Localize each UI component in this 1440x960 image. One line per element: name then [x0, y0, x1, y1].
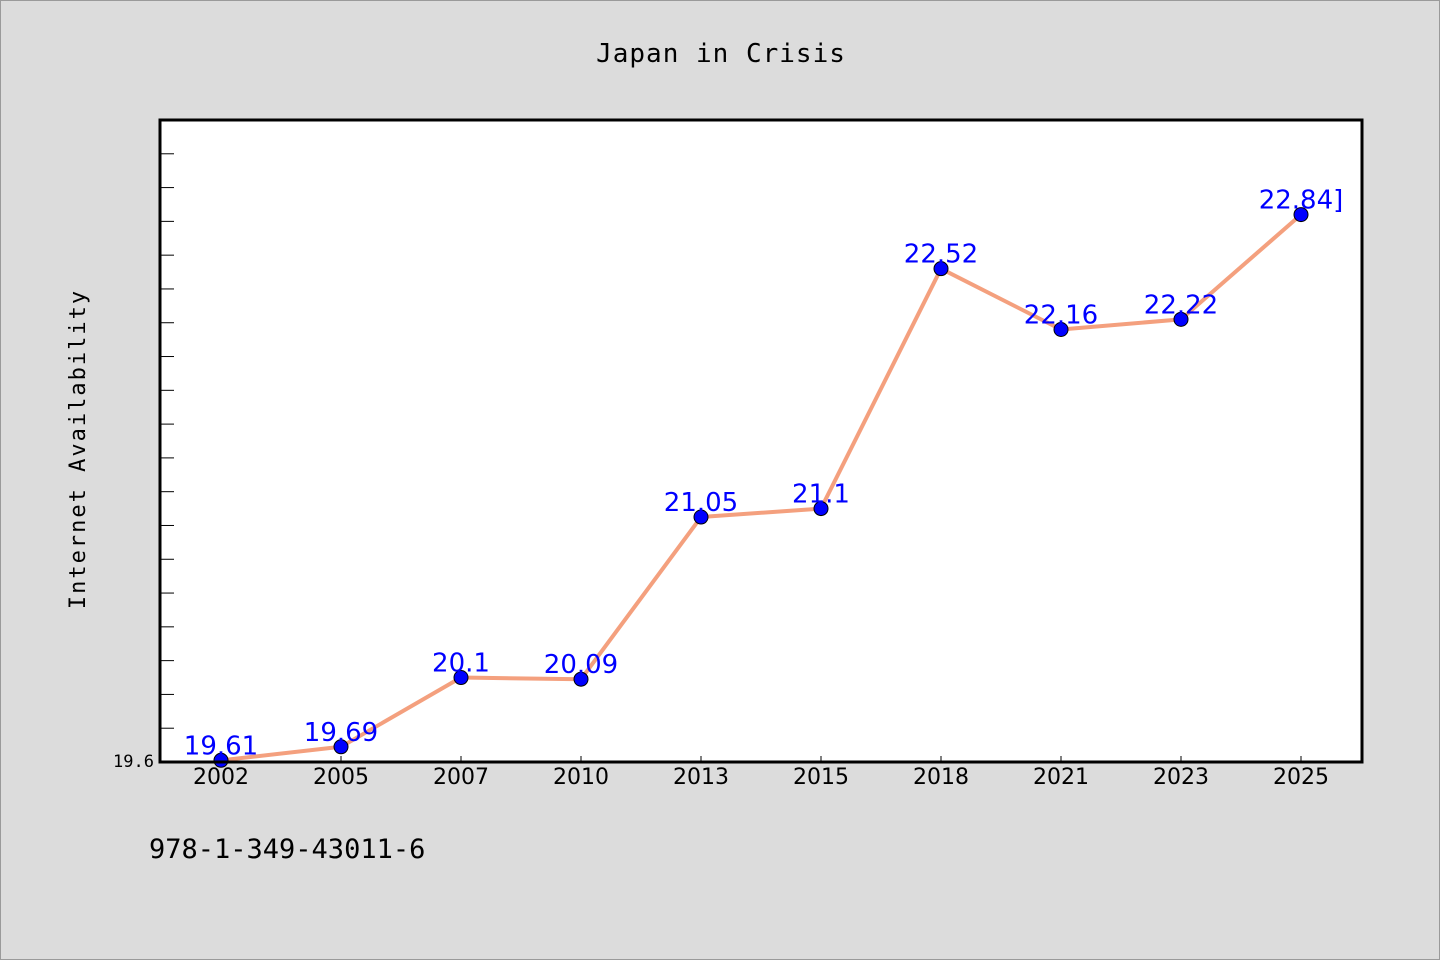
x-tick-label: 2018 — [913, 765, 969, 790]
data-point — [693, 509, 709, 525]
data-labels: 19.61 19.69 20.1 20.09 21.05 21.1 22.52 22.16 22… — [184, 186, 1344, 762]
data-label: 21.05 — [664, 488, 738, 518]
x-tick-label: 2007 — [433, 765, 489, 790]
data-label: 22.16 — [1024, 300, 1098, 330]
y-axis-label: Internet Availability — [66, 289, 91, 609]
data-point — [573, 671, 589, 687]
data-point — [813, 501, 829, 517]
chart-title: Japan in Crisis — [596, 39, 846, 69]
data-label: 22.52 — [904, 240, 978, 270]
plot-frame — [158, 118, 1364, 764]
x-tick-label: 2005 — [313, 765, 369, 790]
x-tick-label: 2013 — [673, 765, 729, 790]
x-tick-label: 2002 — [193, 765, 249, 790]
plot-area — [160, 120, 1362, 762]
y-tick-label: 19.6 — [113, 752, 154, 772]
data-point — [1053, 321, 1069, 337]
data-point — [213, 752, 229, 768]
y-axis-ticks — [160, 153, 174, 729]
x-tick-label: 2025 — [1273, 765, 1329, 790]
data-label: 21.1 — [792, 480, 850, 510]
x-axis: 2002 2005 2007 2010 2013 2015 2018 2021 2023 2025 — [193, 756, 1329, 790]
x-tick-label: 2023 — [1153, 765, 1209, 790]
data-point — [1173, 311, 1189, 327]
data-point — [1293, 207, 1309, 223]
x-tick-label: 2021 — [1033, 765, 1089, 790]
data-label: 22.22 — [1144, 290, 1218, 320]
data-markers — [213, 207, 1309, 768]
data-label: 22.84] — [1259, 186, 1344, 216]
data-point — [333, 739, 349, 755]
data-label: 20.09 — [544, 650, 618, 680]
x-tick-label: 2015 — [793, 765, 849, 790]
data-label: 20.1 — [432, 649, 490, 679]
series-line — [220, 213, 1303, 763]
x-tick-label: 2010 — [553, 765, 609, 790]
data-point — [933, 261, 949, 277]
data-point — [453, 670, 469, 686]
data-label: 19.69 — [304, 718, 378, 748]
isbn-footer: 978-1-349-43011-6 — [149, 834, 426, 865]
data-label: 19.61 — [184, 731, 258, 761]
